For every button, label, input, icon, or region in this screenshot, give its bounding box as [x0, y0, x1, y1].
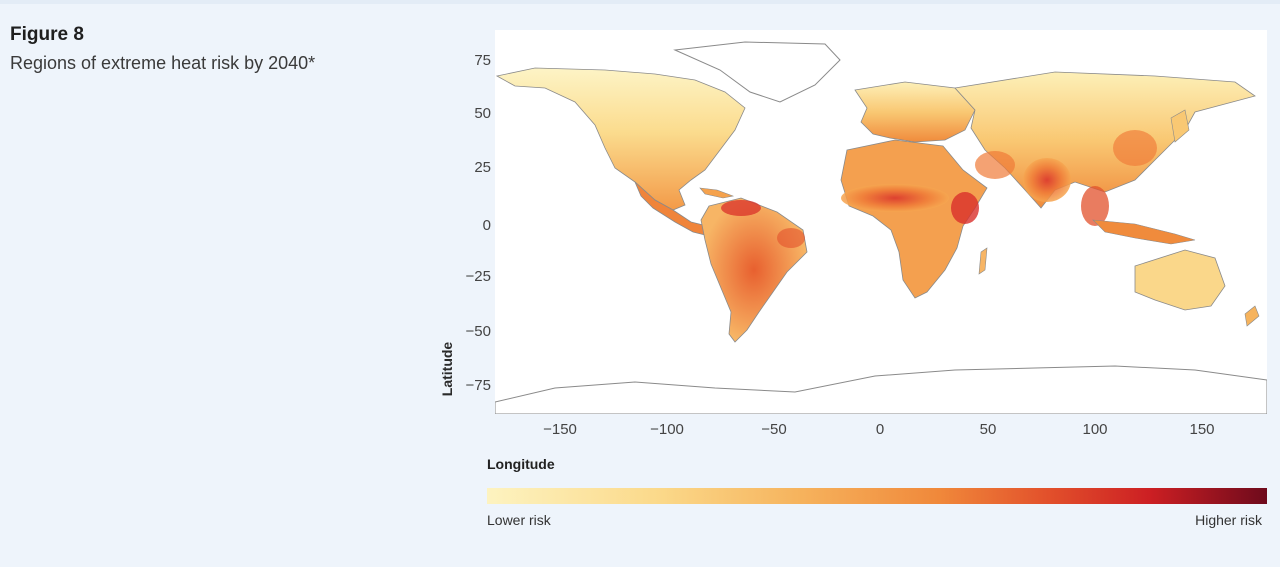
figure-subtitle: Regions of extreme heat risk by 2040*: [10, 53, 316, 73]
amazon-hot-spot: [721, 200, 761, 216]
y-tick-label: −25: [465, 268, 491, 285]
australia: [1134, 249, 1226, 311]
y-tick-label: −75: [465, 377, 491, 394]
sahel-hot-band: [841, 184, 949, 212]
europe: [854, 81, 976, 143]
y-tick-label: 75: [474, 52, 491, 69]
middle-east-hot-spot: [975, 151, 1015, 179]
x-tick-label: 150: [1189, 421, 1215, 438]
antarctica-outline: [495, 365, 1267, 414]
top-border: [0, 0, 1280, 4]
asia: [954, 71, 1256, 209]
y-tick-label: 0: [482, 217, 491, 234]
y-tick-label: 25: [474, 159, 491, 176]
caribbean-islands: [699, 187, 735, 199]
world-heat-risk-map: [495, 30, 1267, 414]
japan: [1170, 109, 1190, 143]
horn-of-africa-hot-spot: [951, 192, 979, 224]
x-tick-label: 0: [875, 421, 885, 438]
x-tick-label: −150: [543, 421, 577, 438]
brazil-east-hot-spot: [777, 228, 805, 248]
new-zealand: [1244, 305, 1260, 327]
southeast-asia-hot-spot: [1081, 186, 1109, 226]
india-hot-spot: [1023, 158, 1071, 202]
legend-high-label: Higher risk: [1195, 512, 1262, 528]
x-tick-label: 100: [1082, 421, 1108, 438]
y-tick-label: 50: [474, 105, 491, 122]
madagascar: [978, 247, 988, 275]
figure-label: Figure 8: [10, 24, 84, 45]
map-canvas: [495, 41, 1267, 414]
south-america: [700, 197, 808, 343]
x-tick-label: −50: [761, 421, 787, 438]
north-america: [495, 67, 746, 211]
x-axis-title: Longitude: [487, 456, 555, 472]
x-tick-label: −100: [650, 421, 684, 438]
y-tick-label: −50: [465, 323, 491, 340]
africa: [840, 139, 988, 299]
indonesia: [1092, 219, 1196, 245]
risk-colorbar: [487, 488, 1267, 504]
y-axis-title: Latitude: [439, 341, 455, 397]
greenland-outline: [673, 41, 841, 103]
x-tick-label: 50: [979, 421, 997, 438]
china-east-hot-spot: [1113, 130, 1157, 166]
legend-low-label: Lower risk: [487, 512, 551, 528]
